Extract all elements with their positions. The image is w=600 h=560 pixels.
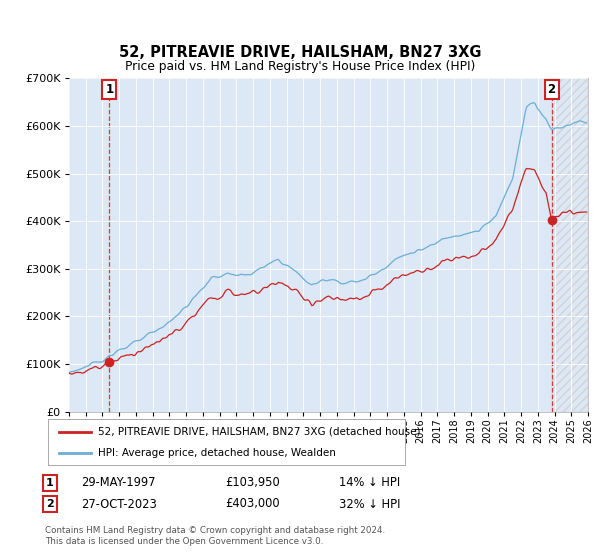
Text: Price paid vs. HM Land Registry's House Price Index (HPI): Price paid vs. HM Land Registry's House … xyxy=(125,60,475,73)
Text: 14% ↓ HPI: 14% ↓ HPI xyxy=(339,476,400,489)
Text: 29-MAY-1997: 29-MAY-1997 xyxy=(81,476,155,489)
Bar xyxy=(551,78,588,412)
Text: Contains HM Land Registry data © Crown copyright and database right 2024.
This d: Contains HM Land Registry data © Crown c… xyxy=(45,526,385,546)
Text: 2: 2 xyxy=(46,499,53,509)
Text: £103,950: £103,950 xyxy=(225,476,280,489)
Text: 27-OCT-2023: 27-OCT-2023 xyxy=(81,497,157,511)
Text: 32% ↓ HPI: 32% ↓ HPI xyxy=(339,497,401,511)
Text: 1: 1 xyxy=(46,478,53,488)
Text: 52, PITREAVIE DRIVE, HAILSHAM, BN27 3XG (detached house): 52, PITREAVIE DRIVE, HAILSHAM, BN27 3XG … xyxy=(98,427,421,437)
Text: HPI: Average price, detached house, Wealden: HPI: Average price, detached house, Weal… xyxy=(98,448,336,458)
Text: 52, PITREAVIE DRIVE, HAILSHAM, BN27 3XG: 52, PITREAVIE DRIVE, HAILSHAM, BN27 3XG xyxy=(119,45,481,60)
Text: 1: 1 xyxy=(105,83,113,96)
Text: 2: 2 xyxy=(548,83,556,96)
Text: £403,000: £403,000 xyxy=(225,497,280,511)
